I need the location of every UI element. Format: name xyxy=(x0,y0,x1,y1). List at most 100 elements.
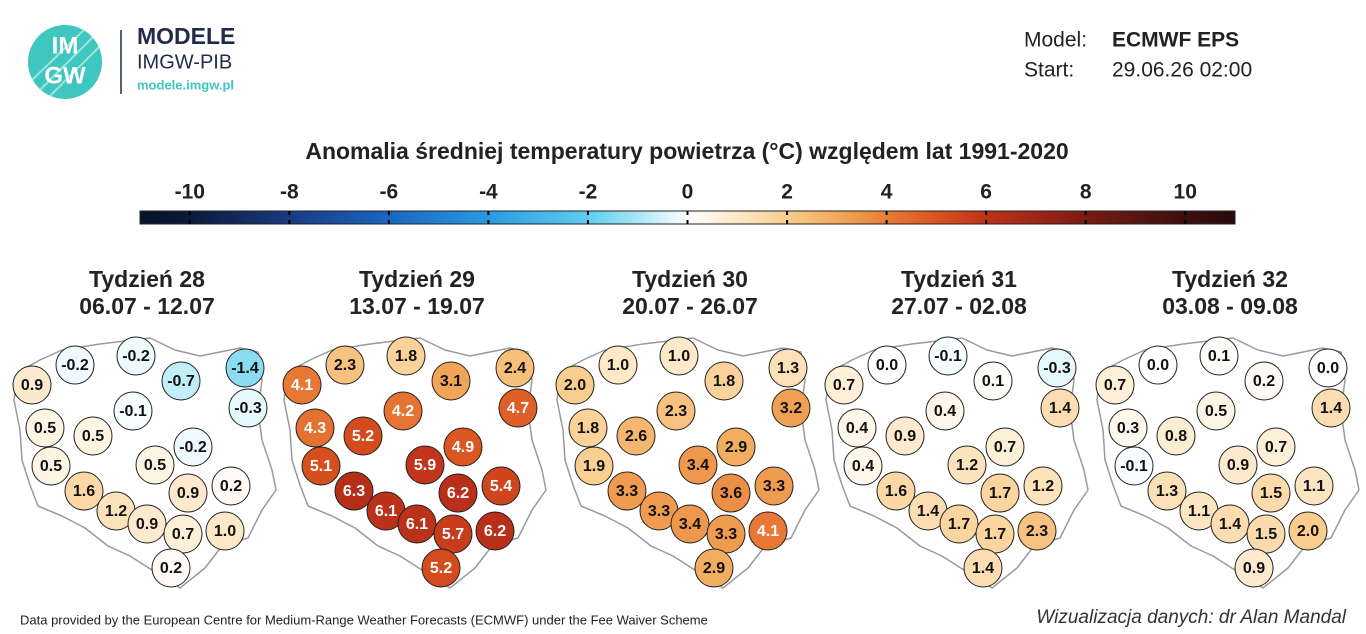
station-label: -0.2 xyxy=(179,439,207,456)
station-marker xyxy=(843,446,883,486)
station-marker xyxy=(876,471,916,511)
colorbar-tick-label: 6 xyxy=(980,181,992,204)
station-label: 3.3 xyxy=(715,526,737,543)
panel-title: Tydzień 28 xyxy=(89,266,205,292)
station-marker xyxy=(1234,548,1274,588)
station-marker xyxy=(656,391,696,431)
station-marker xyxy=(438,473,478,513)
station-marker xyxy=(1156,416,1196,456)
station-label: 0.9 xyxy=(894,428,916,445)
station-marker xyxy=(495,348,535,388)
station-label: 1.2 xyxy=(956,457,978,474)
station-label: 2.9 xyxy=(725,439,747,456)
url: modele.imgw.pl xyxy=(137,77,234,92)
station-label: -0.1 xyxy=(1120,458,1148,475)
station-label: 1.4 xyxy=(917,503,939,520)
station-marker xyxy=(1294,466,1334,506)
station-label: 4.1 xyxy=(757,523,779,540)
station-marker xyxy=(939,504,979,544)
station-label: 0.0 xyxy=(1147,357,1169,374)
colorbar-tick-label: 8 xyxy=(1080,181,1092,204)
station-label: -0.1 xyxy=(934,348,962,365)
station-label: 2.4 xyxy=(504,360,526,377)
station-label: 5.2 xyxy=(352,428,374,445)
station-marker xyxy=(211,466,251,506)
station-label: 0.5 xyxy=(40,458,62,475)
station-marker xyxy=(867,345,907,385)
panel-dates: 13.07 - 19.07 xyxy=(349,293,485,319)
station-label: 1.2 xyxy=(1032,478,1054,495)
station-label: 0.5 xyxy=(1205,403,1227,420)
station-label: 0.9 xyxy=(21,377,43,394)
station-label: -0.3 xyxy=(234,400,262,417)
station-marker xyxy=(980,473,1020,513)
station-marker xyxy=(25,408,65,448)
panel-dates: 06.07 - 12.07 xyxy=(79,293,215,319)
station-marker xyxy=(1037,348,1077,388)
panel-dates: 27.07 - 02.08 xyxy=(891,293,1027,319)
station-label: 1.0 xyxy=(214,523,236,540)
station-label: 5.1 xyxy=(310,458,332,475)
colorbar-tick-label: 10 xyxy=(1174,181,1197,204)
station-marker xyxy=(1288,511,1328,551)
station-marker xyxy=(383,391,423,431)
station-label: 0.2 xyxy=(1253,373,1275,390)
station-marker xyxy=(1040,388,1080,428)
station-marker xyxy=(282,365,322,405)
station-marker xyxy=(295,408,335,448)
station-label: 1.6 xyxy=(73,483,95,500)
station-label: 1.3 xyxy=(1156,483,1178,500)
station-label: 1.8 xyxy=(577,420,599,437)
station-label: 2.0 xyxy=(564,377,586,394)
colorbar-tick-label: -10 xyxy=(175,181,205,204)
station-marker xyxy=(607,471,647,511)
station-label: 4.9 xyxy=(452,439,474,456)
station-label: 1.6 xyxy=(885,483,907,500)
station-marker xyxy=(1218,445,1258,485)
station-marker xyxy=(928,336,968,376)
station-label: 4.3 xyxy=(304,420,326,437)
station-label: 1.4 xyxy=(1219,516,1241,533)
station-label: 1.7 xyxy=(948,516,970,533)
station-label: 3.3 xyxy=(763,478,785,495)
station-marker xyxy=(386,336,426,376)
logo-text: IM xyxy=(52,32,79,59)
colorbar-tick-label: 2 xyxy=(781,181,793,204)
footer-source: Data provided by the European Centre for… xyxy=(20,612,708,627)
station-label: 0.5 xyxy=(82,428,104,445)
station-label: -0.7 xyxy=(167,373,195,390)
station-label: 6.3 xyxy=(343,483,365,500)
station-label: 0.7 xyxy=(1104,377,1126,394)
station-label: 0.4 xyxy=(846,420,868,437)
logo-text: GW xyxy=(44,62,86,89)
station-marker xyxy=(135,445,175,485)
station-label: 0.2 xyxy=(160,560,182,577)
panel-dates: 03.08 - 09.08 xyxy=(1162,293,1298,319)
station-label: 5.2 xyxy=(430,560,452,577)
logo: IM GW xyxy=(28,25,102,99)
station-marker xyxy=(694,548,734,588)
station-marker xyxy=(1256,427,1296,467)
station-marker xyxy=(711,473,751,513)
station-label: -1.4 xyxy=(231,360,259,377)
station-marker xyxy=(824,365,864,405)
logo-stripes xyxy=(31,27,101,97)
station-marker xyxy=(481,466,521,506)
start-value: 29.06.26 02:00 xyxy=(1112,59,1252,82)
station-label: 4.1 xyxy=(291,377,313,394)
station-label: 0.0 xyxy=(876,357,898,374)
station-label: 3.2 xyxy=(780,400,802,417)
station-marker xyxy=(985,427,1025,467)
station-label: 5.7 xyxy=(442,526,464,543)
station-marker xyxy=(443,427,483,467)
station-label: 4.7 xyxy=(507,400,529,417)
station-label: -0.2 xyxy=(122,348,150,365)
station-marker xyxy=(421,548,461,588)
station-label: 2.9 xyxy=(703,560,725,577)
model-value: ECMWF EPS xyxy=(1112,29,1239,52)
